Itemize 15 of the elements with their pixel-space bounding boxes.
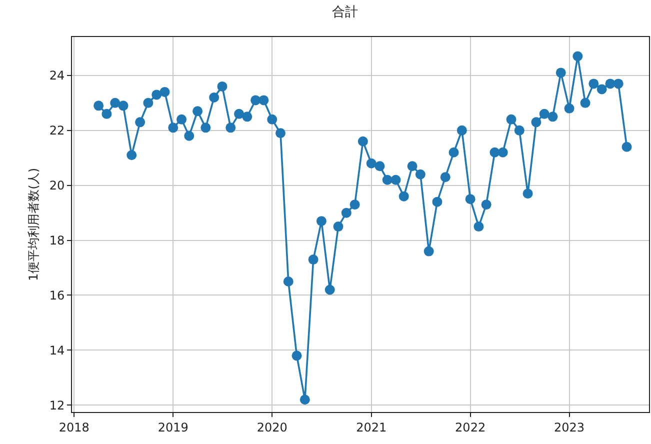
y-tick-label: 20 (49, 178, 65, 193)
y-tick-label: 16 (49, 288, 65, 302)
y-tick-label: 24 (49, 68, 65, 83)
y-tick-label: 12 (49, 398, 65, 412)
chart-title: 合計 (332, 4, 358, 20)
x-tick-label: 2021 (356, 420, 387, 434)
x-tick-label: 2023 (554, 420, 585, 434)
x-tick-label: 2019 (158, 420, 188, 434)
y-tick-label: 22 (49, 124, 65, 138)
x-tick-label: 2022 (455, 420, 486, 434)
x-tick-label: 2020 (256, 420, 288, 434)
y-tick-label: 18 (49, 234, 65, 248)
y-axis-title: 1便平均利用者数(人) (26, 168, 41, 281)
x-tick-label: 2018 (58, 420, 90, 434)
y-tick-label: 14 (49, 343, 65, 358)
